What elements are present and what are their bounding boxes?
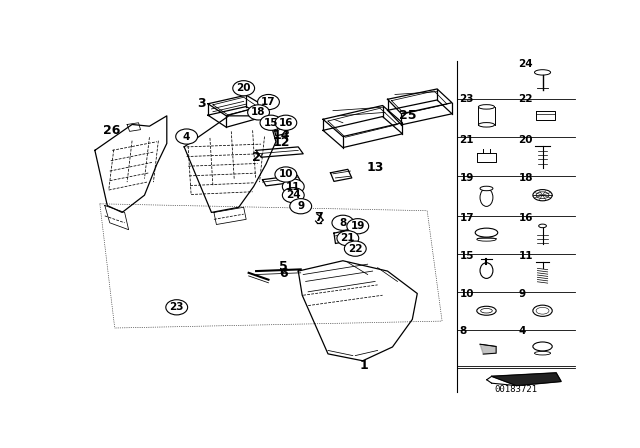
Text: 6: 6 [279,267,287,280]
Text: 23: 23 [460,94,474,103]
Text: 10: 10 [278,169,293,180]
Text: 00183721: 00183721 [495,384,538,393]
Text: 1: 1 [359,359,368,372]
Circle shape [282,179,304,194]
Text: 17: 17 [261,97,276,107]
Circle shape [233,81,255,96]
Circle shape [282,188,304,203]
Text: 23: 23 [170,302,184,312]
Polygon shape [480,344,496,354]
Text: 21: 21 [460,135,474,145]
Circle shape [166,300,188,315]
Circle shape [344,241,366,256]
Polygon shape [536,112,556,121]
Circle shape [275,167,297,182]
Text: 9: 9 [518,289,525,298]
Ellipse shape [536,192,549,198]
Ellipse shape [479,105,495,109]
Text: 24: 24 [286,190,301,200]
Circle shape [290,198,312,214]
Text: 9: 9 [297,201,304,211]
Ellipse shape [534,351,550,355]
Text: 8: 8 [460,327,467,336]
Text: 24: 24 [518,59,533,69]
Text: 12: 12 [273,136,290,149]
Text: 10: 10 [460,289,474,298]
Text: 16: 16 [278,118,293,128]
Text: 16: 16 [518,213,533,223]
Circle shape [176,129,198,144]
Text: 18: 18 [252,108,266,117]
Circle shape [337,231,359,246]
Text: 18: 18 [518,173,533,183]
Ellipse shape [479,123,495,127]
Text: 11: 11 [518,250,533,261]
Text: 15: 15 [460,250,474,261]
Text: 7: 7 [314,211,323,224]
Text: 20: 20 [518,135,533,145]
Text: 4: 4 [518,327,526,336]
Text: 2: 2 [252,151,260,164]
Text: 22: 22 [348,244,362,254]
Ellipse shape [477,237,496,241]
Ellipse shape [533,190,552,201]
Ellipse shape [533,342,552,351]
Circle shape [347,219,369,234]
Text: 21: 21 [340,233,355,243]
Ellipse shape [480,189,493,207]
Circle shape [257,95,280,110]
Text: 11: 11 [286,181,301,192]
Polygon shape [492,373,561,386]
Text: 5: 5 [279,260,288,273]
Text: 13: 13 [367,161,384,174]
Circle shape [275,115,297,130]
Text: 8: 8 [339,218,346,228]
Ellipse shape [475,228,498,237]
Ellipse shape [481,309,492,313]
Circle shape [248,105,269,120]
Text: 15: 15 [264,118,278,128]
Ellipse shape [539,224,547,228]
Circle shape [332,215,354,230]
Text: 17: 17 [460,213,474,223]
Text: 3: 3 [197,97,206,110]
Text: 4: 4 [183,132,190,142]
Ellipse shape [534,70,550,75]
Ellipse shape [536,307,549,314]
Circle shape [260,115,282,130]
Ellipse shape [477,306,496,315]
Text: 19: 19 [460,173,474,183]
Text: 22: 22 [518,94,533,103]
Ellipse shape [533,305,552,316]
Text: 26: 26 [102,124,120,137]
Ellipse shape [480,263,493,278]
Text: 19: 19 [351,221,365,231]
Text: 25: 25 [399,109,416,122]
Text: 14: 14 [273,129,290,142]
Text: 20: 20 [236,83,251,93]
Ellipse shape [480,186,493,191]
